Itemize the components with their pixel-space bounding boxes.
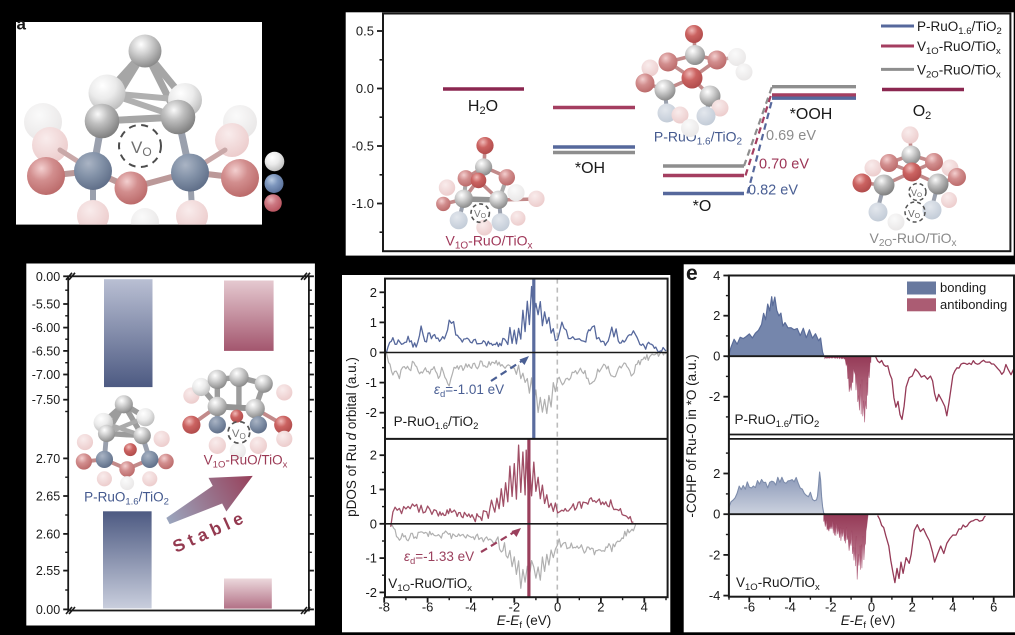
svg-text:-0.5: -0.5 — [352, 139, 374, 154]
svg-text:2: 2 — [597, 600, 604, 615]
svg-text:V1O-RuO/TiOx: V1O-RuO/TiOx — [388, 576, 472, 594]
svg-text:VO: VO — [474, 209, 487, 220]
svg-text:V2O-RuO/TiOx: V2O-RuO/TiOx — [917, 62, 1001, 80]
svg-text:V1O-RuO/TiOx: V1O-RuO/TiOx — [204, 453, 288, 471]
svg-text:E-Ef (eV): E-Ef (eV) — [497, 613, 551, 631]
svg-text:2: 2 — [370, 448, 377, 463]
svg-text:4: 4 — [713, 268, 720, 283]
svg-text:e: e — [686, 262, 698, 285]
svg-text:-4: -4 — [465, 600, 477, 615]
svg-text:-7.00: -7.00 — [32, 368, 61, 382]
svg-text:VO: VO — [908, 209, 921, 220]
svg-text:2: 2 — [713, 308, 720, 323]
svg-text:*OOH: *OOH — [790, 106, 833, 123]
svg-text:0.00: 0.00 — [36, 270, 60, 284]
svg-text:-4: -4 — [709, 588, 721, 603]
svg-text:0.00: 0.00 — [36, 603, 60, 617]
svg-text:-2: -2 — [709, 389, 721, 404]
svg-text:-2: -2 — [509, 600, 521, 615]
svg-text:-2: -2 — [825, 600, 837, 615]
svg-text:2.55: 2.55 — [36, 564, 60, 578]
svg-text:εd=-1.33 eV: εd=-1.33 eV — [404, 549, 474, 567]
svg-text:0: 0 — [554, 600, 561, 615]
svg-text:0.82 eV: 0.82 eV — [748, 183, 798, 199]
svg-text:V1O-RuO/TiOx: V1O-RuO/TiOx — [917, 39, 1001, 57]
svg-text:4: 4 — [641, 600, 648, 615]
svg-text:E-Ef (eV): E-Ef (eV) — [841, 613, 895, 631]
svg-text:VO: VO — [911, 188, 922, 199]
svg-text:2: 2 — [909, 600, 916, 615]
svg-text:-1: -1 — [365, 551, 377, 566]
svg-text:4: 4 — [949, 600, 956, 615]
svg-text:V2O-RuO/TiOx: V2O-RuO/TiOx — [869, 230, 956, 249]
svg-text:-6.00: -6.00 — [32, 321, 61, 335]
svg-text:2.70: 2.70 — [36, 452, 60, 466]
svg-text:0.0: 0.0 — [356, 81, 374, 96]
svg-text:-1: -1 — [365, 375, 377, 390]
svg-text:-8: -8 — [378, 600, 390, 615]
svg-text:V1O-RuO/TiOx: V1O-RuO/TiOx — [736, 575, 820, 593]
svg-text:P-RuO1.6/TiO2: P-RuO1.6/TiO2 — [917, 19, 1002, 37]
svg-text:1: 1 — [370, 482, 377, 497]
svg-text:*OH: *OH — [575, 160, 605, 177]
svg-text:-6.50: -6.50 — [32, 344, 61, 358]
svg-text:0: 0 — [370, 516, 377, 531]
svg-text:-6: -6 — [744, 600, 756, 615]
svg-text:1: 1 — [370, 315, 377, 330]
svg-text:0.70 eV: 0.70 eV — [759, 157, 809, 173]
svg-text:-4: -4 — [784, 600, 796, 615]
svg-text:V1O-RuO/TiOx: V1O-RuO/TiOx — [445, 233, 532, 252]
svg-text:-2: -2 — [709, 547, 721, 562]
svg-text:-7.50: -7.50 — [32, 393, 61, 407]
svg-text:VO: VO — [232, 428, 246, 441]
svg-text:-2: -2 — [365, 585, 377, 600]
svg-text:P-RuO1.6/TiO2: P-RuO1.6/TiO2 — [84, 490, 169, 508]
svg-text:antibonding: antibonding — [940, 297, 1007, 312]
svg-text:0: 0 — [713, 349, 720, 364]
svg-text:-6: -6 — [422, 600, 434, 615]
svg-text:bonding: bonding — [940, 280, 986, 295]
svg-text:0.69 eV: 0.69 eV — [766, 128, 816, 144]
svg-text:P-RuO1.6/TiO2: P-RuO1.6/TiO2 — [735, 412, 820, 430]
svg-text:-1.0: -1.0 — [352, 196, 374, 211]
svg-text:2: 2 — [370, 285, 377, 300]
svg-text:2.65: 2.65 — [36, 490, 60, 504]
svg-text:0.5: 0.5 — [356, 24, 374, 39]
svg-text:H2O: H2O — [468, 98, 498, 117]
svg-text:pDOS of Ru d orbital (a.u.): pDOS of Ru d orbital (a.u.) — [344, 357, 359, 517]
svg-text:εd=-1.01 eV: εd=-1.01 eV — [434, 382, 504, 400]
svg-text:P-RuO1.6/TiO2: P-RuO1.6/TiO2 — [394, 414, 479, 432]
svg-text:*O: *O — [693, 198, 712, 215]
svg-text:0: 0 — [868, 600, 875, 615]
svg-text:0: 0 — [713, 507, 720, 522]
svg-text:6: 6 — [990, 600, 997, 615]
svg-text:a: a — [17, 15, 27, 34]
svg-text:-COHP of Ru-O in *O (a.u.): -COHP of Ru-O in *O (a.u.) — [684, 354, 699, 517]
svg-text:-5.50: -5.50 — [32, 298, 61, 312]
svg-text:2: 2 — [713, 466, 720, 481]
svg-text:2.60: 2.60 — [36, 527, 60, 541]
svg-text:-2: -2 — [365, 405, 377, 420]
svg-text:0: 0 — [370, 345, 377, 360]
svg-text:P-RuO1.6/TiO2: P-RuO1.6/TiO2 — [654, 129, 743, 148]
